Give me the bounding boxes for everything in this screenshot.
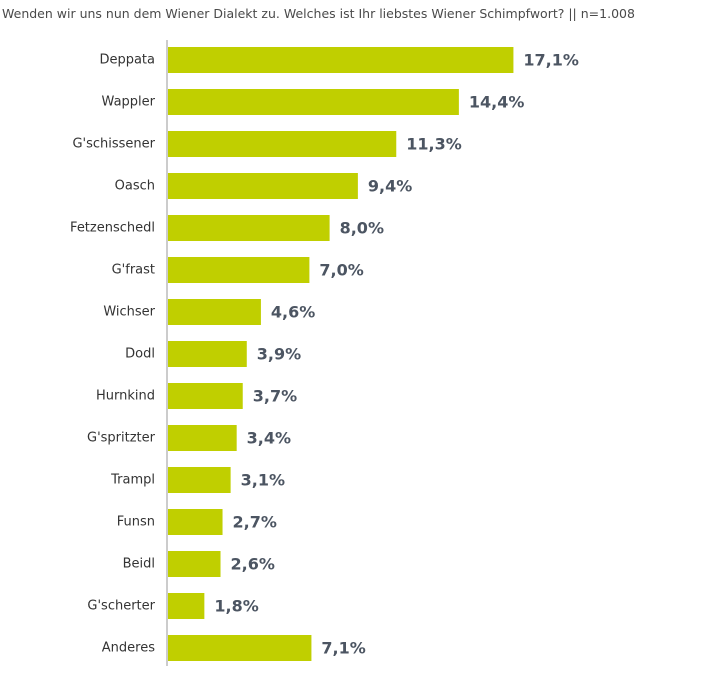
bar xyxy=(168,257,310,283)
bar xyxy=(168,551,221,577)
category-label: Wappler xyxy=(102,95,156,110)
bar xyxy=(168,635,312,661)
value-label: 2,7% xyxy=(233,513,277,532)
bar xyxy=(168,89,459,115)
value-label: 8,0% xyxy=(340,219,384,238)
bar xyxy=(168,341,247,367)
value-label: 4,6% xyxy=(271,303,315,322)
value-label: 2,6% xyxy=(231,555,275,574)
value-label: 11,3% xyxy=(406,135,462,154)
category-label: Deppata xyxy=(99,53,155,68)
value-label: 3,7% xyxy=(253,387,297,406)
bar xyxy=(168,383,243,409)
bar xyxy=(168,215,330,241)
category-label: Hurnkind xyxy=(96,389,155,404)
bar xyxy=(168,467,231,493)
bar xyxy=(168,131,397,157)
bar xyxy=(168,509,223,535)
value-label: 1,8% xyxy=(214,597,258,616)
category-label: Anderes xyxy=(102,641,155,656)
bar xyxy=(168,173,358,199)
value-label: 3,9% xyxy=(257,345,301,364)
category-label: G'frast xyxy=(112,263,155,278)
bar xyxy=(168,47,514,73)
category-label: G'schissener xyxy=(72,137,155,152)
chart-title: Wenden wir uns nun dem Wiener Dialekt zu… xyxy=(2,6,635,21)
value-label: 17,1% xyxy=(523,51,579,70)
category-label: Wichser xyxy=(103,305,155,320)
value-label: 7,0% xyxy=(319,261,363,280)
category-label: Dodl xyxy=(125,347,155,362)
value-label: 7,1% xyxy=(321,639,365,658)
value-label: 14,4% xyxy=(469,93,525,112)
value-label: 9,4% xyxy=(368,177,412,196)
category-label: Trampl xyxy=(110,473,155,488)
category-label: Oasch xyxy=(115,179,155,194)
category-label: Fetzenschedl xyxy=(70,221,155,236)
category-label: G'spritzter xyxy=(87,431,156,446)
category-label: Funsn xyxy=(117,515,155,530)
category-label: Beidl xyxy=(123,557,155,572)
bars-group: Deppata 17,1% Wappler 14,4% G'schissener 11,3… xyxy=(70,47,579,661)
value-label: 3,4% xyxy=(247,429,291,448)
category-label: G'scherter xyxy=(87,599,155,614)
bar xyxy=(168,299,261,325)
bar xyxy=(168,593,205,619)
value-label: 3,1% xyxy=(241,471,285,490)
bar xyxy=(168,425,237,451)
